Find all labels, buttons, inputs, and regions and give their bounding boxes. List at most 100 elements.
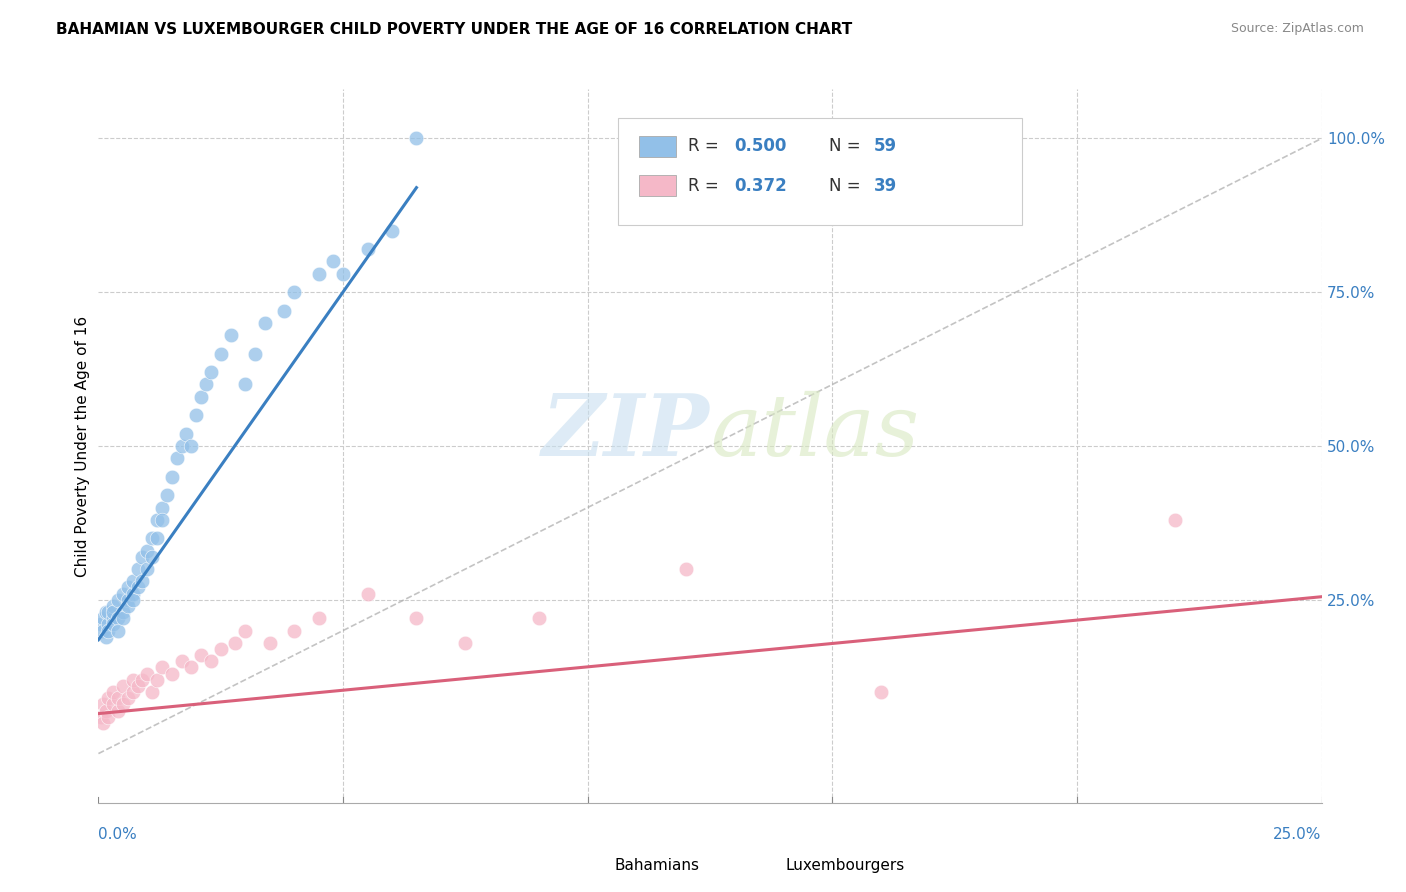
Point	[107, 624, 129, 638]
Point	[117, 592, 139, 607]
Point	[97, 605, 120, 619]
Point	[141, 549, 163, 564]
Point	[111, 679, 134, 693]
Point	[405, 611, 427, 625]
Point	[94, 630, 117, 644]
Point	[224, 636, 246, 650]
Point	[190, 648, 212, 662]
Point	[273, 303, 295, 318]
Point	[209, 642, 232, 657]
Point	[454, 636, 477, 650]
Point	[170, 439, 193, 453]
Point	[121, 673, 143, 687]
Point	[111, 587, 134, 601]
Point	[131, 574, 153, 589]
Point	[127, 581, 149, 595]
Point	[121, 574, 143, 589]
Point	[150, 500, 173, 515]
FancyBboxPatch shape	[619, 118, 1022, 225]
Point	[675, 562, 697, 576]
Point	[150, 660, 173, 674]
Point	[186, 409, 208, 423]
Point	[283, 624, 305, 638]
Point	[156, 488, 179, 502]
Point	[308, 267, 330, 281]
Text: Bahamians: Bahamians	[614, 858, 700, 873]
Point	[283, 285, 305, 300]
Point	[356, 242, 378, 256]
Point	[101, 599, 124, 613]
FancyBboxPatch shape	[564, 855, 600, 876]
Point	[111, 698, 134, 712]
Point	[101, 611, 124, 625]
Point	[141, 685, 163, 699]
Point	[97, 617, 120, 632]
Point	[356, 587, 378, 601]
Point	[107, 611, 129, 625]
Point	[180, 439, 202, 453]
Point	[233, 624, 256, 638]
Point	[233, 377, 256, 392]
Point	[97, 691, 120, 706]
Point	[176, 426, 198, 441]
Point	[101, 605, 124, 619]
Text: ZIP: ZIP	[543, 390, 710, 474]
Point	[94, 605, 117, 619]
Point	[136, 562, 159, 576]
Point	[200, 654, 222, 668]
Point	[101, 685, 124, 699]
Point	[146, 673, 169, 687]
Point	[127, 562, 149, 576]
FancyBboxPatch shape	[640, 175, 676, 196]
Point	[180, 660, 202, 674]
Text: Source: ZipAtlas.com: Source: ZipAtlas.com	[1230, 22, 1364, 36]
Point	[381, 224, 404, 238]
Point	[253, 316, 276, 330]
Point	[190, 390, 212, 404]
Point	[243, 347, 266, 361]
Point	[141, 531, 163, 545]
Point	[160, 469, 183, 483]
Point	[136, 543, 159, 558]
Point	[91, 624, 114, 638]
Point	[121, 685, 143, 699]
Point	[90, 709, 112, 723]
Point	[308, 611, 330, 625]
Text: 25.0%: 25.0%	[1274, 828, 1322, 842]
Y-axis label: Child Poverty Under the Age of 16: Child Poverty Under the Age of 16	[75, 316, 90, 576]
Point	[332, 267, 354, 281]
Point	[150, 513, 173, 527]
Point	[259, 636, 281, 650]
Text: BAHAMIAN VS LUXEMBOURGER CHILD POVERTY UNDER THE AGE OF 16 CORRELATION CHART: BAHAMIAN VS LUXEMBOURGER CHILD POVERTY U…	[56, 22, 852, 37]
Text: Luxembourgers: Luxembourgers	[786, 858, 905, 873]
Text: N =: N =	[828, 137, 866, 155]
Point	[90, 617, 112, 632]
Text: 0.372: 0.372	[734, 177, 787, 194]
Point	[527, 611, 550, 625]
Text: 39: 39	[875, 177, 897, 194]
Text: 59: 59	[875, 137, 897, 155]
Point	[146, 531, 169, 545]
Point	[127, 679, 149, 693]
Point	[107, 592, 129, 607]
Point	[1164, 513, 1187, 527]
Point	[121, 587, 143, 601]
Point	[111, 605, 134, 619]
Point	[209, 347, 232, 361]
Point	[200, 365, 222, 379]
Point	[94, 704, 117, 718]
Point	[870, 685, 893, 699]
Point	[166, 451, 188, 466]
Point	[117, 599, 139, 613]
Point	[121, 592, 143, 607]
Point	[107, 691, 129, 706]
Point	[91, 698, 114, 712]
Point	[111, 611, 134, 625]
FancyBboxPatch shape	[640, 136, 676, 157]
Point	[97, 624, 120, 638]
Text: 0.0%: 0.0%	[98, 828, 138, 842]
Point	[160, 666, 183, 681]
Text: R =: R =	[688, 137, 724, 155]
Point	[195, 377, 218, 392]
Point	[131, 549, 153, 564]
